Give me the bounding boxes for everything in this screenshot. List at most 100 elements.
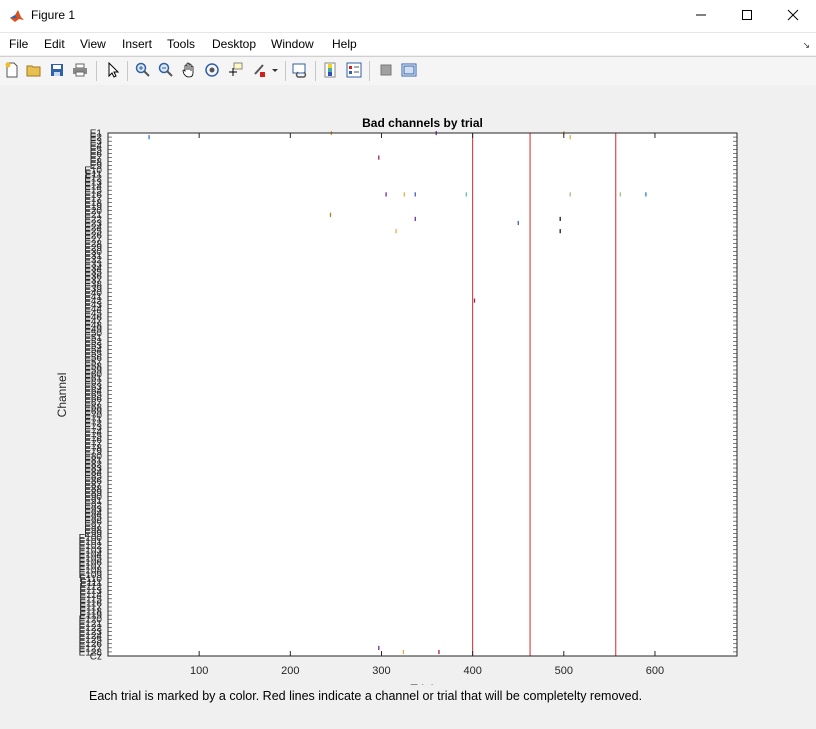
- y-tick-label: E91: [84, 496, 102, 507]
- y-tick-label: E49: [84, 325, 102, 336]
- data-cursor-icon: [229, 62, 243, 76]
- y-tick-label: E15: [84, 186, 102, 197]
- y-tick-label: E32: [84, 255, 102, 266]
- menu-file[interactable]: File: [9, 37, 29, 51]
- y-tick-label: E98: [84, 525, 102, 536]
- data-cursor-button[interactable]: [226, 61, 244, 79]
- y-tick-label: E7: [90, 153, 103, 164]
- hide-plot-tools-icon: [380, 64, 392, 76]
- y-tick-label: E44: [84, 304, 102, 315]
- y-tick-label: E63: [84, 382, 102, 393]
- pan-button[interactable]: [180, 61, 198, 79]
- y-tick-label: E101: [79, 537, 103, 548]
- y-tick-label: E113: [79, 586, 102, 597]
- rotate-3d-button[interactable]: [203, 61, 221, 79]
- y-tick-label: E65: [84, 390, 102, 401]
- print-icon: [73, 63, 87, 77]
- close-button[interactable]: [770, 0, 816, 30]
- link-plot-button[interactable]: [291, 61, 309, 79]
- menu-window[interactable]: Window: [271, 37, 314, 51]
- figure-canvas: 100 200 300 400 500 600 E1 E2 E3 E4 E5 E6 E7 E8 E9 E10 E…: [0, 85, 816, 729]
- y-tick-label: E127: [79, 643, 103, 654]
- x-tick-label: 500: [555, 665, 573, 677]
- y-tick-label: E11: [85, 169, 102, 180]
- x-tick-label: 200: [281, 665, 299, 677]
- y-tick-label: E111: [80, 578, 102, 589]
- menu-bar: File Edit View Insert Tools Desktop Wind…: [0, 33, 816, 55]
- maximize-button[interactable]: [724, 0, 770, 30]
- y-tick-label: E128: [79, 647, 103, 658]
- menu-view[interactable]: View: [80, 37, 106, 51]
- menu-insert[interactable]: Insert: [122, 37, 153, 51]
- x-axis-label: Trial: [411, 682, 434, 685]
- select-button[interactable]: [104, 61, 122, 79]
- minimize-button[interactable]: [678, 0, 724, 30]
- y-tick-label: E64: [84, 386, 102, 397]
- y-tick-label: E33: [84, 259, 102, 270]
- bad-cell: [378, 155, 380, 160]
- link-plot-icon: [292, 63, 307, 78]
- y-tick-label: E114: [79, 590, 102, 601]
- bad-cell: [395, 229, 397, 234]
- y-tick-label: E38: [84, 280, 102, 291]
- open-file-button[interactable]: [25, 61, 43, 79]
- bad-cell: [473, 298, 476, 303]
- hide-plot-tools-button[interactable]: [377, 61, 395, 79]
- y-tick-label: E43: [84, 300, 102, 311]
- bad-cell: [569, 192, 571, 197]
- y-tick-label: E39: [84, 284, 102, 295]
- print-button[interactable]: [71, 61, 89, 79]
- y-tick-label: E79: [84, 447, 102, 458]
- y-tick-label: E27: [84, 235, 102, 246]
- y-tick-label: E13: [84, 178, 102, 189]
- y-tick-label: E107: [79, 562, 103, 573]
- y-tick-label: E40: [84, 288, 102, 299]
- y-tick-label: E54: [84, 345, 102, 356]
- show-plot-tools-button[interactable]: [400, 61, 418, 79]
- y-tick-label: E34: [84, 263, 102, 274]
- zoom-in-button[interactable]: [134, 61, 152, 79]
- y-tick-label: E45: [84, 308, 102, 319]
- save-button[interactable]: [48, 61, 66, 79]
- bad-cell: [619, 192, 622, 197]
- y-tick-label: E92: [84, 500, 102, 511]
- y-tick-label: E83: [84, 464, 102, 475]
- legend-button[interactable]: [345, 61, 363, 79]
- y-tick-label: E67: [84, 398, 102, 409]
- new-figure-button[interactable]: [3, 61, 21, 79]
- y-tick-label: E110: [79, 574, 102, 585]
- y-tick-label: E70: [84, 410, 102, 421]
- menu-tools[interactable]: Tools: [167, 37, 196, 51]
- matlab-logo-icon: [10, 10, 24, 22]
- y-tick-label: Cz: [90, 652, 102, 663]
- y-tick-label: E106: [79, 558, 103, 569]
- bad-cell: [329, 212, 332, 217]
- bad-channels-chart[interactable]: 100 200 300 400 500 600E1E2E3E4E5E6E7E8E9E10E…: [0, 85, 816, 685]
- y-tick-label: E120: [79, 615, 103, 626]
- y-tick-label: E30: [84, 247, 102, 258]
- y-tick-label: E68: [84, 402, 102, 413]
- y-tick-label: E100: [79, 533, 103, 544]
- bad-cell: [559, 216, 561, 222]
- y-tick-label: E77: [84, 439, 102, 450]
- menu-desktop[interactable]: Desktop: [212, 37, 257, 51]
- menu-dock-arrow-icon[interactable]: ↘: [802, 40, 810, 50]
- brush-icon: [254, 64, 265, 77]
- toolbar-separator: [369, 61, 370, 81]
- bad-cell: [645, 192, 647, 197]
- y-tick-label: E37: [84, 276, 102, 287]
- zoom-out-button[interactable]: [157, 61, 175, 79]
- y-tick-label: E84: [84, 468, 102, 479]
- y-tick-label: E88: [84, 484, 102, 495]
- y-tick-label: E12: [84, 173, 102, 184]
- menu-help[interactable]: Help: [332, 37, 357, 51]
- y-tick-label: E57: [84, 357, 102, 368]
- menu-edit[interactable]: Edit: [44, 37, 65, 51]
- y-tick-label: E86: [84, 476, 102, 487]
- colorbar-button[interactable]: [322, 61, 340, 79]
- bad-cell: [385, 192, 387, 197]
- brush-button[interactable]: [250, 61, 268, 79]
- y-tick-label: E22: [84, 214, 102, 225]
- brush-dropdown-button[interactable]: [270, 61, 280, 79]
- y-tick-label: E2: [90, 133, 103, 144]
